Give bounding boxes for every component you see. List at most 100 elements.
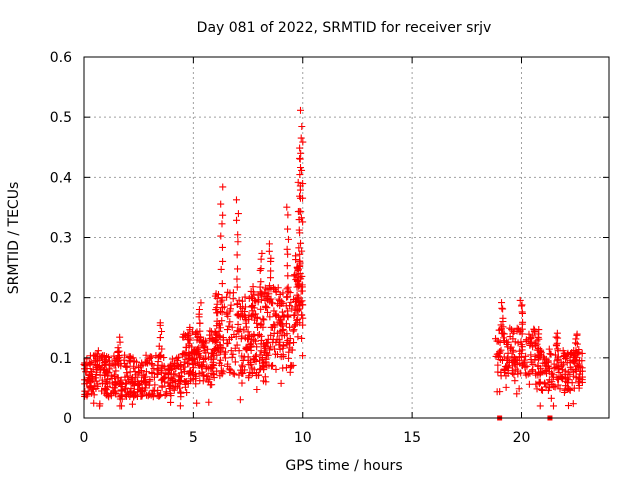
data-point [284, 293, 292, 301]
data-point [542, 366, 550, 374]
data-point [533, 385, 541, 393]
data-point [299, 138, 307, 146]
data-point [525, 380, 533, 388]
data-point [243, 346, 251, 354]
data-point [207, 355, 215, 363]
data-point [148, 361, 156, 369]
data-point [575, 384, 583, 392]
data-point [226, 318, 234, 326]
data-point [225, 365, 233, 373]
data-point [282, 302, 290, 310]
data-point [578, 349, 586, 357]
data-point [573, 348, 581, 356]
data-point [219, 211, 227, 219]
data-point [576, 357, 584, 365]
data-point [218, 308, 226, 316]
data-point [279, 364, 287, 372]
data-point [209, 349, 217, 357]
data-point [509, 335, 517, 343]
data-point [274, 329, 282, 337]
data-point [171, 383, 179, 391]
data-point [185, 331, 193, 339]
data-point [236, 325, 244, 333]
data-point [170, 370, 178, 378]
data-point [196, 362, 204, 370]
data-point [278, 300, 286, 308]
data-point [212, 329, 220, 337]
data-point [247, 312, 255, 320]
data-point [263, 339, 271, 347]
data-point [158, 327, 166, 335]
data-point [294, 178, 302, 186]
data-point [506, 324, 514, 332]
data-point [296, 186, 304, 194]
data-point [116, 402, 124, 410]
y-tick-label: 0.4 [50, 170, 72, 186]
data-point [297, 298, 305, 306]
data-point [284, 225, 292, 233]
data-point [298, 281, 306, 289]
data-point [189, 371, 197, 379]
data-point [242, 323, 250, 331]
data-point [123, 363, 131, 371]
data-point [219, 257, 227, 265]
data-point [121, 360, 129, 368]
data-point [118, 387, 126, 395]
data-point [155, 352, 163, 360]
data-point [123, 388, 131, 396]
data-point [257, 321, 265, 329]
data-point [137, 362, 145, 370]
data-point [518, 301, 526, 309]
data-point [175, 353, 183, 361]
data-point [133, 358, 141, 366]
data-point [575, 363, 583, 371]
x-tick-label: 5 [189, 430, 198, 446]
data-point [217, 232, 225, 240]
data-point [502, 383, 510, 391]
data-point [229, 295, 237, 303]
data-point [84, 377, 92, 385]
y-tick-label: 0.5 [50, 110, 72, 126]
data-point [298, 334, 306, 342]
data-point [142, 351, 150, 359]
data-point [553, 357, 561, 365]
data-point [274, 284, 282, 292]
data-point [100, 356, 108, 364]
data-point [538, 386, 546, 394]
data-point [283, 262, 291, 270]
data-point [117, 392, 125, 400]
data-point [86, 371, 94, 379]
data-point [238, 312, 246, 320]
data-point [566, 356, 574, 364]
x-tick-label: 15 [403, 430, 421, 446]
data-point [252, 337, 260, 345]
data-point [231, 358, 239, 366]
plot-frame [83, 56, 610, 419]
data-point [147, 391, 155, 399]
data-point [145, 381, 153, 389]
data-point [247, 339, 255, 347]
data-point [259, 315, 267, 323]
data-point [234, 320, 242, 328]
data-point [128, 375, 136, 383]
data-point [286, 368, 294, 376]
data-point [562, 382, 570, 390]
data-point [290, 322, 298, 330]
data-point [105, 353, 113, 361]
data-point [236, 396, 244, 404]
data-point [557, 374, 565, 382]
data-point [262, 303, 270, 311]
data-point [215, 346, 223, 354]
data-point [166, 385, 174, 393]
data-point [130, 392, 138, 400]
data-point [223, 309, 231, 317]
data-point [513, 390, 521, 398]
data-point [192, 380, 200, 388]
data-point [252, 310, 260, 318]
data-point [257, 255, 265, 263]
data-point [232, 333, 240, 341]
data-point [572, 367, 580, 375]
data-point [155, 392, 163, 400]
data-point [284, 283, 292, 291]
data-point [203, 375, 211, 383]
